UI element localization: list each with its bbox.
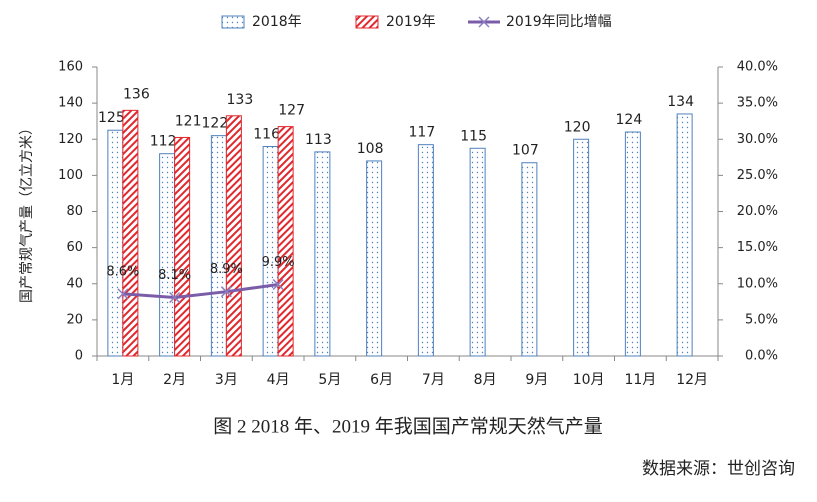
data-label: 127 (278, 103, 305, 119)
y2-tick-label: 35.0% (737, 96, 778, 111)
data-label: 120 (564, 119, 591, 135)
x-tick-label: 7月 (422, 372, 445, 388)
data-label: 124 (616, 112, 643, 128)
data-label: 108 (357, 141, 384, 157)
legend-swatch (221, 15, 245, 29)
y-tick-label: 20 (66, 312, 83, 327)
data-label: 122 (202, 116, 229, 132)
y-axis-label: 国产常规气产量（亿立方米） (19, 121, 35, 303)
data-label: 133 (227, 92, 254, 108)
legend-marker (478, 16, 490, 28)
x-tick-label: 9月 (525, 372, 548, 388)
bar (676, 113, 693, 357)
y2-tick-label: 30.0% (737, 132, 778, 147)
x-tick-label: 3月 (215, 372, 238, 388)
data-label: 9.9% (262, 255, 295, 270)
marker (169, 291, 181, 304)
data-label: 134 (667, 94, 694, 110)
y2-tick-label: 10.0% (737, 276, 778, 291)
marker (272, 278, 284, 291)
y-tick-label: 160 (58, 60, 83, 75)
y2-tick-label: 20.0% (737, 204, 778, 219)
y-tick-label: 40 (66, 276, 83, 291)
data-label: 112 (150, 134, 177, 150)
legend-label: 2019年同比增幅 (506, 14, 612, 30)
data-label: 8.9% (210, 262, 243, 277)
y-tick-label: 0 (75, 349, 83, 364)
y2-tick-label: 15.0% (737, 240, 778, 255)
bar (624, 131, 641, 357)
bar (159, 153, 176, 357)
bar (573, 138, 590, 357)
bar (174, 136, 191, 357)
x-tick-label: 5月 (318, 372, 341, 388)
marker (117, 288, 129, 300)
line (122, 282, 279, 299)
x-tick-label: 11月 (624, 372, 656, 388)
y2-tick-label: 0.0% (745, 349, 778, 364)
y-tick-label: 80 (66, 204, 83, 219)
source: 数据来源：世创咨询 (642, 459, 795, 478)
bar (521, 162, 538, 357)
bar (469, 147, 486, 357)
data-label: 113 (305, 132, 332, 148)
bar (314, 151, 331, 357)
data-label: 8.1% (158, 268, 191, 283)
bar (122, 109, 139, 357)
x-tick-label: 4月 (267, 372, 290, 388)
y2-tick-label: 5.0% (745, 312, 778, 327)
legend-label: 2019年 (386, 14, 436, 30)
y-tick-label: 140 (58, 96, 83, 111)
x-tick-label: 6月 (370, 372, 393, 388)
data-label: 117 (409, 125, 436, 141)
legend-label: 2018年 (252, 14, 302, 30)
bar (366, 160, 383, 357)
chart-title: 图 2 2018 年、2019 年我国国产常规天然气产量 (213, 415, 603, 437)
bar (417, 144, 434, 357)
data-label: 8.6% (106, 264, 139, 279)
x-tick-label: 8月 (474, 372, 497, 388)
bar (107, 129, 124, 357)
data-label: 121 (175, 113, 202, 129)
data-label: 115 (460, 128, 487, 144)
x-tick-label: 12月 (676, 372, 708, 388)
y-tick-label: 60 (66, 240, 83, 255)
x-tick-label: 10月 (573, 372, 605, 388)
y-tick-label: 120 (58, 132, 83, 147)
data-label: 136 (123, 86, 150, 102)
data-label: 107 (512, 143, 539, 159)
data-label: 125 (98, 110, 125, 126)
x-tick-label: 2月 (163, 372, 186, 388)
bar (262, 145, 279, 357)
marker (220, 286, 232, 298)
y2-tick-label: 25.0% (737, 168, 778, 183)
bar (210, 135, 227, 357)
x-tick-label: 1月 (111, 372, 134, 388)
bar (225, 115, 242, 357)
y-tick-label: 100 (58, 168, 83, 183)
data-label: 116 (253, 126, 280, 142)
legend-swatch (355, 15, 379, 29)
y2-tick-label: 40.0% (737, 60, 778, 75)
bar (277, 126, 294, 357)
